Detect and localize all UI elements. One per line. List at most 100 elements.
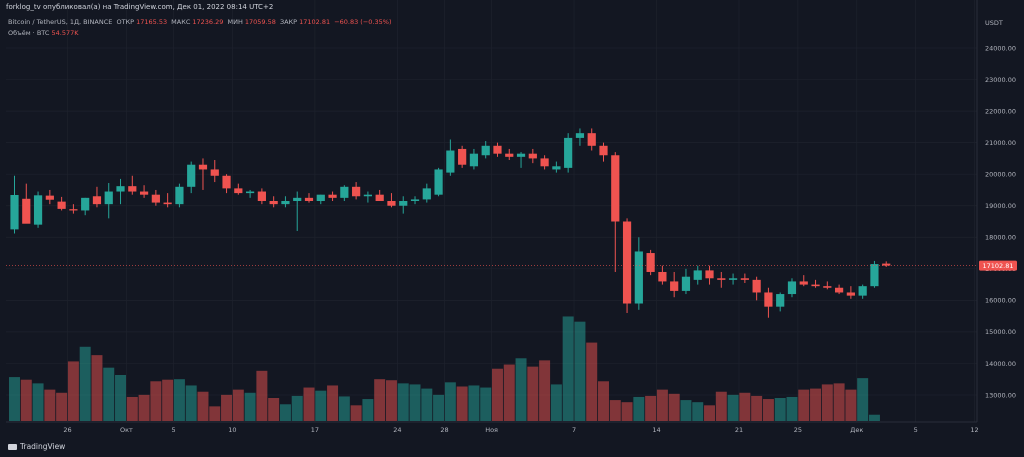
candle-body	[375, 194, 384, 201]
y-tick-label: 15000.00	[985, 328, 1016, 336]
candle-body	[811, 284, 820, 287]
x-tick-label: 7	[572, 426, 576, 434]
high-value: 17236.29	[192, 18, 224, 26]
volume-bar	[527, 366, 539, 421]
close-label: ЗАКР	[279, 18, 298, 26]
volume-bar	[9, 377, 20, 421]
candle-body	[422, 188, 431, 200]
candle-body	[681, 276, 691, 291]
candle-body	[33, 195, 43, 225]
candle-body	[69, 209, 78, 211]
candle-body	[210, 169, 219, 176]
candle-body	[163, 202, 172, 205]
candle-body	[552, 166, 561, 170]
candle-body	[139, 191, 149, 195]
volume-bar	[621, 402, 633, 421]
volume-bar	[633, 396, 645, 421]
candle-body	[505, 153, 514, 157]
candle-body	[57, 201, 66, 209]
candle-body	[45, 195, 54, 200]
open-label: ОТКР	[116, 18, 135, 26]
volume-bar	[468, 385, 480, 421]
x-tick-label: 26	[63, 426, 71, 434]
candle-body	[10, 195, 19, 230]
volume-bar	[126, 396, 138, 421]
x-tick-label: Ноя	[485, 426, 498, 434]
candle-body	[764, 292, 773, 307]
volume-bar	[374, 379, 386, 421]
grid-lines	[6, 0, 977, 422]
candle-body	[846, 292, 855, 296]
symbol-name[interactable]: Bitcoin / TetherUS, 1Д, BINANCE	[8, 18, 113, 26]
candle-body	[882, 263, 891, 266]
candle-body	[575, 133, 585, 138]
volume-bar	[291, 395, 303, 421]
candle-body	[175, 186, 184, 205]
y-tick-label: 19000.00	[985, 202, 1016, 210]
brand[interactable]: TradingView	[8, 442, 65, 451]
candle-body	[564, 137, 573, 168]
candle-body	[246, 191, 255, 194]
candle-body	[481, 145, 490, 156]
candle-body	[528, 153, 537, 159]
last-price-label: 17102.81	[982, 262, 1013, 270]
volume-bar	[868, 414, 880, 421]
candle-body	[799, 281, 808, 285]
candle-body	[293, 197, 302, 201]
volume-label[interactable]: Объём · BTC	[8, 29, 50, 37]
volume-bar	[327, 385, 339, 421]
candle-body	[363, 194, 372, 197]
volume-bar	[609, 400, 621, 421]
candle-body	[540, 158, 549, 167]
volume-bar	[515, 358, 527, 421]
candle-body	[104, 191, 113, 205]
volume-bar	[138, 394, 150, 421]
candle-body	[304, 197, 314, 201]
volume-bar	[586, 342, 598, 421]
volume-value: 54.577K	[51, 29, 79, 37]
volume-bar	[833, 383, 845, 421]
volume-bar	[56, 392, 68, 421]
candle-body	[611, 155, 620, 222]
volume-bar	[303, 387, 315, 421]
volume-bar	[67, 361, 79, 421]
volume-bar	[798, 389, 810, 421]
candle-body	[658, 271, 667, 282]
volume-bar	[845, 389, 857, 421]
y-tick-label: 22000.00	[985, 107, 1016, 115]
x-tick-label: 14	[652, 426, 660, 434]
volume-bar	[668, 393, 680, 421]
volume-bar	[173, 379, 185, 421]
volume-bar	[503, 364, 515, 421]
candle-body	[352, 186, 361, 197]
volume-bar	[103, 367, 115, 421]
candle-body	[516, 153, 526, 157]
candle-body	[858, 286, 867, 296]
candle-body	[198, 164, 208, 170]
candle-body	[670, 281, 679, 291]
volume-bar	[409, 384, 421, 421]
volume-bar	[91, 355, 103, 421]
volume-bar	[32, 383, 44, 421]
volume-bar	[692, 402, 704, 421]
y-axis[interactable]: 24000.00 23000.00 22000.00 21000.00 20000.00…	[985, 44, 1016, 399]
volume-bar	[480, 387, 492, 421]
volume-legend: Объём · BTC 54.577K	[8, 29, 79, 37]
candle-body	[234, 188, 243, 194]
candle-body	[281, 200, 290, 205]
candle-body	[222, 175, 231, 189]
y-tick-label: 16000.00	[985, 297, 1016, 305]
low-value: 17059.58	[244, 18, 276, 26]
last-price-badge: 17102.81	[979, 260, 1017, 271]
volume-bar	[44, 389, 56, 421]
candle-body	[328, 194, 337, 198]
candle-body	[22, 198, 31, 224]
volume-bar	[598, 381, 609, 421]
published-caption: forklog_tv опубликовал(а) на TradingView…	[6, 3, 274, 11]
volume-bar	[786, 396, 798, 421]
x-axis[interactable]: 26 Окт 5 10 17 24 28 Ноя 7 14 21 25 Дек 5 12	[63, 426, 978, 434]
volume-bar	[362, 399, 374, 421]
candle-body	[835, 287, 844, 293]
candle-body	[128, 186, 137, 192]
candle-body	[187, 164, 196, 187]
